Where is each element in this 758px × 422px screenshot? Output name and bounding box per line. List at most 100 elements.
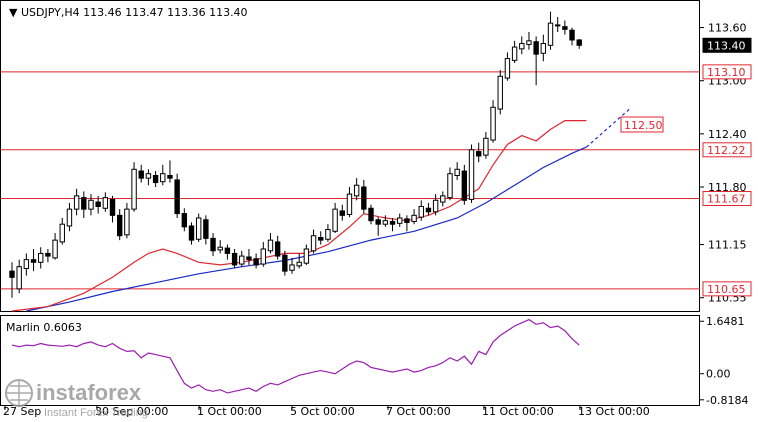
candle-body xyxy=(145,173,152,179)
price-tick-label-0: 113.60 xyxy=(708,22,747,35)
time-tick-label-0: 27 Sep xyxy=(3,405,41,418)
candle-body xyxy=(346,193,353,215)
level-tag-0-label: 113.10 xyxy=(707,66,746,79)
candle-body xyxy=(23,259,30,269)
candle-body xyxy=(497,75,503,110)
indicator-tick-label-2: -0.8184 xyxy=(706,394,748,407)
candle-body xyxy=(332,208,338,232)
indicator-panel-frame xyxy=(0,315,700,406)
candle-body xyxy=(95,201,101,207)
candle-body xyxy=(361,186,367,210)
time-tick-label-4: 7 Oct 00:00 xyxy=(386,405,451,418)
candle-body xyxy=(468,149,475,200)
candle-body xyxy=(131,168,137,210)
candle-body xyxy=(109,198,116,216)
candle-body xyxy=(217,246,223,251)
globe-icon-lines xyxy=(6,380,32,406)
candle-body xyxy=(59,223,65,243)
candle-body xyxy=(174,179,180,215)
candle-body xyxy=(267,239,274,252)
price-tick-label-3: 111.80 xyxy=(708,181,747,194)
indicator-value: 0.6063 xyxy=(43,321,82,334)
level-tag-1-box xyxy=(702,142,752,158)
current-price-tag-box xyxy=(702,37,752,53)
candle-body xyxy=(282,254,288,272)
target-tag-label: 112.50 xyxy=(624,119,663,132)
ohlc-label: 113.46 113.47 113.36 113.40 xyxy=(83,6,247,19)
main-panel-frame xyxy=(0,0,700,312)
candle-body xyxy=(102,197,109,209)
price-tick-label-2: 112.40 xyxy=(708,128,747,141)
candle-body xyxy=(167,174,173,179)
watermark: instaforex Instant Forex Trading xyxy=(5,379,148,419)
candle-body xyxy=(461,170,468,201)
ma-slow-group xyxy=(26,108,630,312)
candle-body xyxy=(562,26,568,30)
candle-body xyxy=(526,40,532,45)
level-tag-3-label: 110.65 xyxy=(707,283,746,296)
candle-body xyxy=(203,219,209,239)
ma-slow-line xyxy=(26,146,587,312)
candle-body xyxy=(389,221,396,225)
candle-body xyxy=(66,208,73,227)
chart-header: ▼ USDJPY,H4 113.46 113.47 113.36 113.40 xyxy=(9,6,248,19)
candle-body xyxy=(425,207,432,213)
candle-body xyxy=(88,199,94,210)
candle-body xyxy=(296,261,302,267)
candle-body xyxy=(576,39,582,46)
candle-body xyxy=(45,252,51,257)
candle-body xyxy=(274,241,281,257)
candle-body xyxy=(404,218,410,223)
candle-body xyxy=(231,252,238,266)
indicator-header: Marlin 0.6063 xyxy=(6,321,82,334)
candle-body xyxy=(81,197,87,210)
candle-body xyxy=(411,214,417,223)
level-tag-3-box xyxy=(702,281,752,297)
candle-body xyxy=(397,217,403,224)
candle-body xyxy=(289,264,295,271)
candle-body xyxy=(16,266,22,290)
target-tag-box xyxy=(620,116,664,133)
candle-body xyxy=(483,137,489,156)
candle-body xyxy=(38,252,44,263)
candle-body xyxy=(454,168,460,176)
candle-body xyxy=(547,22,554,46)
candle-body xyxy=(160,173,166,183)
candle-body xyxy=(353,184,360,197)
candle-body xyxy=(569,29,575,41)
candle-body xyxy=(432,199,439,213)
candle-body xyxy=(511,46,518,61)
time-tick-label-5: 11 Oct 00:00 xyxy=(482,405,554,418)
candle-body xyxy=(52,239,58,259)
candle-body xyxy=(339,210,345,216)
ma-fast-line xyxy=(11,120,587,312)
indicator-tick-label-0: 1.6481 xyxy=(706,315,745,328)
price-tags: 113.10 112.22 111.67 110.65 113.40 112.50 xyxy=(620,37,752,297)
symbol-label: USDJPY,H4 xyxy=(21,6,80,19)
indicator-group: 1.6481 0.00 -0.8184 xyxy=(11,315,748,407)
time-tick-label-3: 5 Oct 00:00 xyxy=(290,405,355,418)
candle-body xyxy=(476,151,482,157)
time-tick-label-6: 13 Oct 00:00 xyxy=(578,405,650,418)
watermark-tagline: Instant Forex Trading xyxy=(44,407,148,419)
candle-body xyxy=(138,170,144,179)
candle-body xyxy=(533,41,539,55)
indicator-line xyxy=(11,318,580,394)
candle-body xyxy=(117,214,123,237)
candle-body xyxy=(490,106,496,141)
level-tag-0-box xyxy=(702,64,752,80)
candle-body xyxy=(260,248,267,265)
candle-body xyxy=(303,248,310,264)
candle-body xyxy=(210,237,216,252)
indicator-name: Marlin xyxy=(6,321,40,334)
candle-body xyxy=(246,256,252,261)
candle-body xyxy=(188,225,195,241)
candle-body xyxy=(382,220,389,225)
candle-body xyxy=(253,258,259,266)
current-price-tag-label: 113.40 xyxy=(707,39,746,52)
candle-body xyxy=(540,43,547,54)
candlesticks xyxy=(9,11,582,298)
candle-body xyxy=(418,205,424,218)
